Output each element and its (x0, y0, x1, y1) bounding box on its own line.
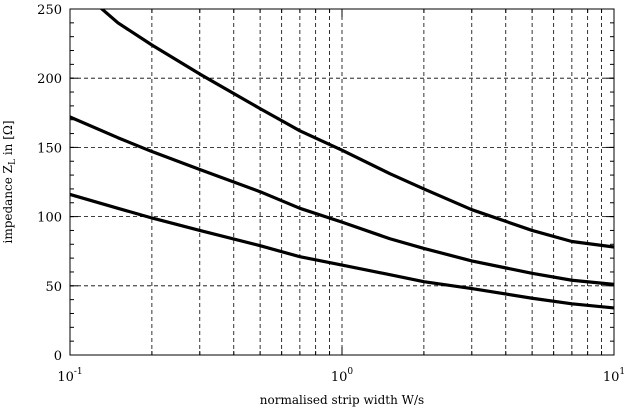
grid-lines (70, 9, 614, 355)
y-tick-label: 100 (37, 211, 62, 226)
x-tick-label: 101 (603, 367, 625, 385)
y-axis-label-main: impedance Z (1, 165, 15, 244)
x-tick-label: 10-1 (57, 367, 82, 385)
y-axis-label: impedance ZL in [Ω] (1, 120, 18, 243)
x-tick-label-base: 10 (331, 370, 348, 385)
x-axis-label: normalised strip width W/s (260, 393, 424, 407)
x-tick-label-exponent: -1 (74, 367, 83, 377)
data-lines (70, 9, 614, 310)
x-tick-label-exponent: 1 (619, 367, 625, 377)
y-tick-label: 250 (37, 3, 62, 18)
series-line-3 (70, 192, 614, 310)
y-tick-label: 200 (37, 72, 62, 87)
y-axis-label-subscript: L (8, 159, 18, 165)
series-line-1 (99, 9, 614, 249)
x-tick-label-base: 10 (57, 370, 74, 385)
tick-marks (70, 8, 614, 356)
x-tick-label: 100 (331, 367, 354, 385)
x-tick-label-exponent: 0 (347, 367, 353, 377)
y-tick-label: 150 (37, 141, 62, 156)
x-tick-label-base: 10 (603, 370, 620, 385)
y-tick-label: 0 (54, 349, 62, 364)
series-line-2 (70, 115, 614, 287)
y-axis-label-unit: in [Ω] (1, 120, 15, 159)
y-tick-label: 50 (45, 280, 62, 295)
